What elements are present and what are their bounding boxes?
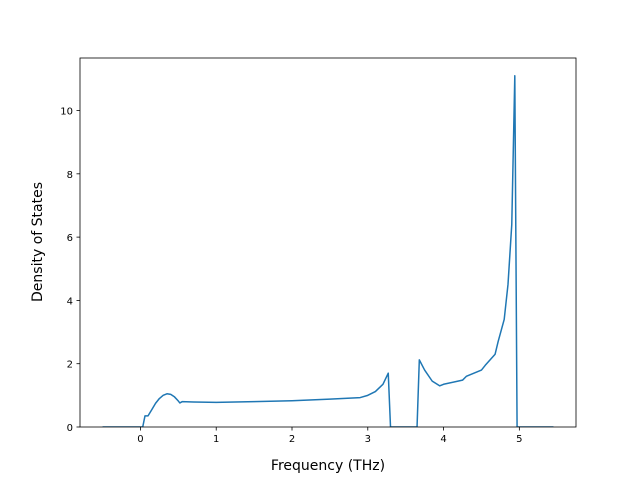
x-tick-label: 5	[516, 434, 522, 445]
plot-frame	[79, 57, 577, 428]
y-axis-label: Density of States	[30, 182, 46, 302]
x-tick-label: 0	[137, 434, 143, 445]
x-tick-label: 4	[440, 434, 446, 445]
x-axis-label: Frequency (THz)	[271, 458, 385, 474]
x-tick-label: 2	[289, 434, 295, 445]
x-tick-label: 3	[365, 434, 371, 445]
y-tick-label: 6	[67, 233, 73, 244]
data-line	[102, 74, 554, 427]
y-tick-label: 0	[67, 423, 73, 434]
y-tick-label: 10	[60, 107, 73, 118]
y-tick-label: 2	[67, 360, 73, 371]
x-tick-label: 1	[213, 434, 219, 445]
y-tick-label: 8	[67, 170, 73, 181]
y-tick-label: 4	[67, 296, 73, 307]
